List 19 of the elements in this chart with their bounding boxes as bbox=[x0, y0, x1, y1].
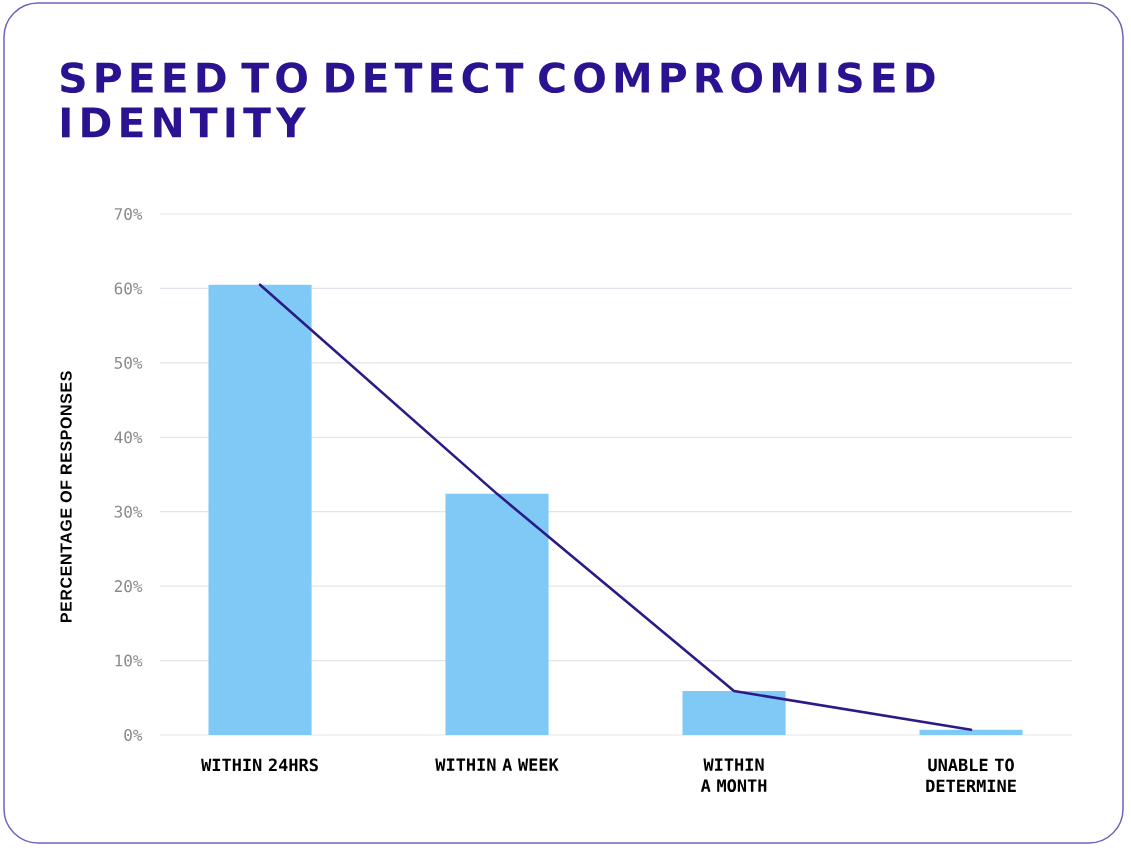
y-tick-label: 60% bbox=[114, 282, 143, 295]
chart-title: SPEED TO DETECT COMPROMISED IDENTITY bbox=[61, 62, 935, 138]
bar bbox=[208, 284, 312, 735]
y-tick-label: 40% bbox=[114, 431, 143, 444]
line-series bbox=[258, 283, 973, 732]
x-tick-label: UNABLE TO DETERMINE bbox=[926, 758, 1016, 793]
bar bbox=[445, 493, 549, 735]
x-tick-label: WITHIN A WEEK bbox=[435, 758, 559, 771]
y-tick-label: 30% bbox=[114, 505, 143, 518]
y-tick-label: 70% bbox=[114, 207, 143, 221]
y-tick-label: 20% bbox=[114, 580, 143, 593]
x-tick-label: WITHIN 24HRS bbox=[201, 758, 318, 772]
y-axis-title: PERCENTAGE OF RESPONSES bbox=[60, 371, 72, 623]
y-tick-label: 10% bbox=[115, 654, 143, 667]
x-tick-label: WITHIN A MONTH bbox=[700, 758, 767, 793]
y-tick-label: 0% bbox=[124, 728, 143, 742]
bar bbox=[682, 691, 786, 735]
bar bbox=[919, 729, 1023, 735]
y-tick-label: 50% bbox=[114, 356, 143, 369]
